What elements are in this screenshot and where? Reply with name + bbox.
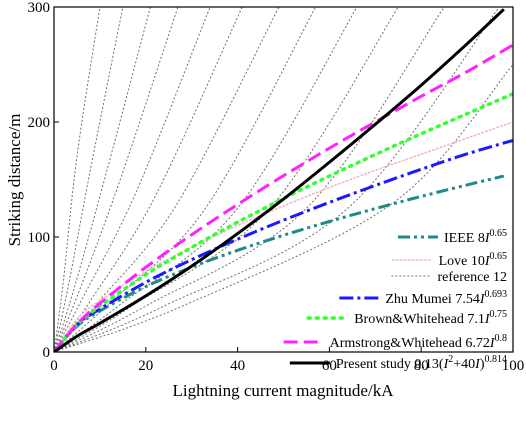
reference-curve-12 <box>54 7 500 352</box>
reference-curve-5 <box>54 7 211 352</box>
series-line-1 <box>54 174 505 352</box>
legend-label-4: Zhu Mumei 7.54I0.693 <box>385 289 507 307</box>
y-axis-title: Striking distance/m <box>5 114 24 247</box>
y-tick-label: 100 <box>28 230 51 246</box>
x-tick-label: 20 <box>138 358 153 374</box>
y-ticks: 0 100 200 300 <box>28 0 59 361</box>
x-tick-label: 60 <box>322 358 337 374</box>
series-line-3 <box>54 138 513 352</box>
legend-label-5: Brown&Whitehead 7.1I0.75 <box>354 309 507 327</box>
series-lines <box>54 8 513 352</box>
reference-curve-10 <box>54 7 399 352</box>
legend-label-1: IEEE 8I0.65 <box>444 228 507 246</box>
reference-curve-11 <box>54 7 445 352</box>
y-tick-label: 0 <box>43 345 51 361</box>
reference-curve-7 <box>54 7 280 352</box>
x-tick-label: 40 <box>230 358 245 374</box>
x-axis-title: Lightning current magnitude/kA <box>173 381 395 400</box>
y-tick-label: 300 <box>28 0 51 16</box>
x-ticks: 0 20 40 60 80 100 <box>50 347 524 374</box>
x-tick-label: 80 <box>414 358 429 374</box>
series-line-5 <box>54 43 513 352</box>
x-tick-label: 0 <box>50 358 58 374</box>
reference-curve-13 <box>54 64 513 352</box>
series-line-4 <box>54 92 513 352</box>
x-tick-label: 100 <box>502 358 525 374</box>
reference-curve-1 <box>54 7 101 352</box>
legend-label-6: Armstrong&Whitehead 6.72I0.8 <box>330 333 507 351</box>
reference-curve-6 <box>54 7 243 352</box>
plot-frame <box>53 6 514 353</box>
legend-label-2: Love 10I0.65 <box>439 251 507 269</box>
legend-label-7: Present study 0.13(I2+40I)0.814 <box>336 354 507 372</box>
series-line-6 <box>54 8 505 352</box>
reference-curve-2 <box>54 7 124 352</box>
legend-label-3: reference 12 <box>437 270 507 285</box>
y-tick-label: 200 <box>28 115 51 131</box>
